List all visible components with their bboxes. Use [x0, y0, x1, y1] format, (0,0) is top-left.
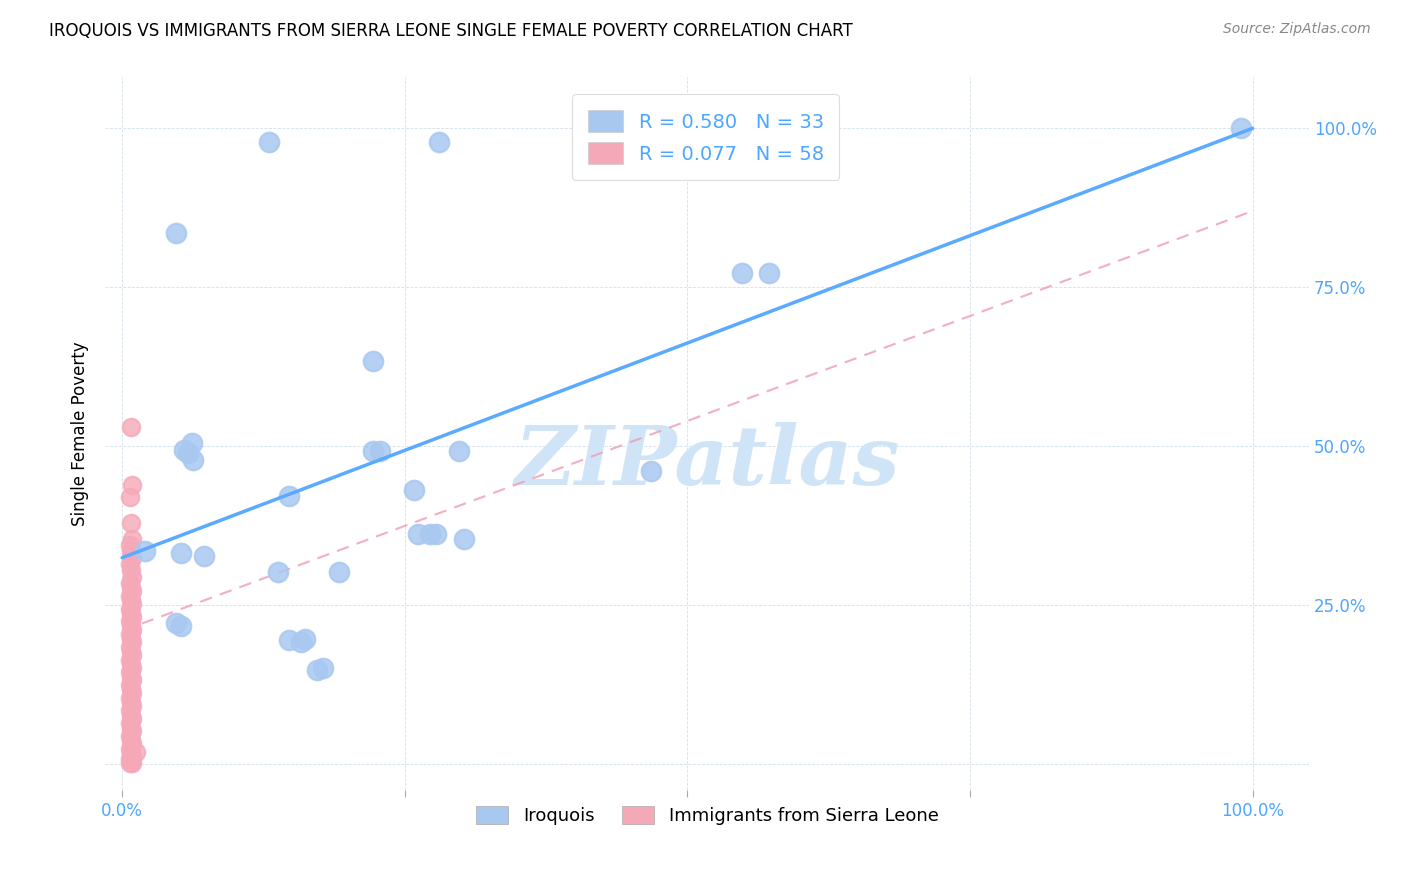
Point [402, 483, 425, 497]
Point [120, 606, 142, 620]
Point [165, 616, 187, 631]
Point [120, 581, 142, 595]
Legend: Iroquois, Immigrants from Sierra Leone: Iroquois, Immigrants from Sierra Leone [467, 797, 948, 834]
Point [121, 673, 143, 688]
Point [361, 444, 384, 458]
Point [120, 564, 142, 578]
Point [278, 633, 301, 648]
Point [1230, 121, 1253, 136]
Point [121, 724, 143, 739]
Point [165, 227, 187, 241]
Point [120, 619, 142, 633]
Point [121, 597, 143, 611]
Point [121, 610, 143, 624]
Point [120, 665, 142, 680]
Point [183, 453, 205, 467]
Point [120, 721, 142, 735]
Point [447, 444, 470, 458]
Point [425, 527, 447, 541]
Point [120, 601, 142, 615]
Point [120, 741, 142, 756]
Point [121, 698, 143, 713]
Point [120, 632, 142, 646]
Point [312, 661, 335, 675]
Point [120, 703, 142, 717]
Point [121, 635, 143, 649]
Point [290, 635, 312, 649]
Point [120, 756, 142, 771]
Point [121, 584, 143, 599]
Point [120, 644, 142, 658]
Point [121, 737, 143, 751]
Point [361, 353, 384, 368]
Point [120, 640, 142, 654]
Point [257, 136, 280, 150]
Point [120, 589, 142, 603]
Point [121, 550, 143, 565]
Text: IROQUOIS VS IMMIGRANTS FROM SIERRA LEONE SINGLE FEMALE POVERTY CORRELATION CHART: IROQUOIS VS IMMIGRANTS FROM SIERRA LEONE… [49, 22, 853, 40]
Point [758, 266, 780, 280]
Point [368, 444, 391, 458]
Point [120, 707, 142, 722]
Point [181, 436, 204, 450]
Point [120, 716, 142, 731]
Point [170, 546, 193, 560]
Point [121, 686, 143, 700]
Point [453, 532, 475, 546]
Point [730, 266, 752, 280]
Text: ZIPatlas: ZIPatlas [515, 422, 900, 502]
Point [120, 746, 142, 760]
Point [120, 576, 142, 591]
Point [121, 749, 143, 764]
Point [419, 527, 441, 541]
Point [120, 754, 142, 768]
Point [120, 557, 142, 571]
Point [121, 712, 143, 726]
Point [640, 464, 662, 478]
Point [121, 532, 143, 546]
Point [120, 657, 142, 671]
Point [120, 538, 142, 552]
Point [120, 544, 142, 558]
Point [120, 593, 142, 607]
Point [170, 619, 193, 633]
Point [134, 544, 156, 558]
Point [120, 516, 142, 530]
Point [121, 648, 143, 662]
Point [278, 489, 301, 503]
Text: Source: ZipAtlas.com: Source: ZipAtlas.com [1223, 22, 1371, 37]
Point [120, 652, 142, 666]
Point [121, 661, 143, 675]
Point [177, 446, 200, 460]
Point [120, 682, 142, 697]
Point [120, 752, 142, 766]
Point [173, 442, 195, 457]
Point [294, 632, 316, 646]
Point [125, 745, 148, 759]
Point [121, 477, 143, 491]
Point [121, 623, 143, 637]
Y-axis label: Single Female Poverty: Single Female Poverty [72, 342, 89, 526]
Point [120, 729, 142, 743]
Point [120, 670, 142, 684]
Point [193, 549, 215, 563]
Point [120, 420, 142, 434]
Point [267, 566, 290, 580]
Point [328, 566, 350, 580]
Point [120, 695, 142, 709]
Point [120, 615, 142, 629]
Point [121, 570, 143, 584]
Point [120, 491, 142, 505]
Point [120, 678, 142, 692]
Point [305, 663, 328, 677]
Point [120, 690, 142, 705]
Point [427, 136, 450, 150]
Point [408, 527, 430, 541]
Point [121, 756, 143, 770]
Point [120, 627, 142, 641]
Point [120, 733, 142, 747]
